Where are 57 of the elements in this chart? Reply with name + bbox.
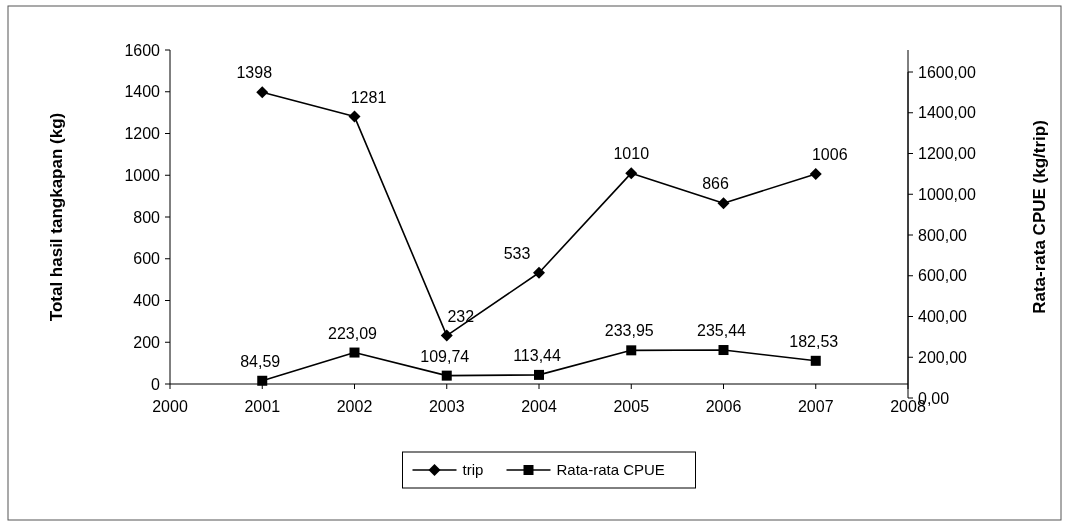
data-label: 1281: [350, 88, 387, 106]
data-label: 109,74: [420, 347, 470, 365]
y-tick-label: 1000: [124, 166, 161, 184]
point: [626, 345, 637, 356]
y-tick-label: 400: [133, 292, 161, 310]
y-tick-label: 1200: [124, 125, 161, 143]
y-tick-label: 200: [133, 333, 161, 351]
point: [810, 355, 821, 366]
y2-tick-label: 1400,00: [918, 104, 976, 122]
x-tick-label: 2005: [613, 398, 650, 415]
point: [533, 266, 545, 279]
legend-label: trip: [462, 461, 484, 479]
data-label: 182,53: [789, 332, 839, 350]
data-label: 232: [447, 307, 475, 325]
y2-tick-label: 600,00: [918, 267, 968, 285]
data-label: 223,09: [328, 324, 378, 342]
x-tick-label: 2000: [152, 398, 188, 415]
y-tick-label: 1400: [124, 83, 161, 101]
point: [440, 329, 453, 342]
point: [257, 375, 268, 386]
y-tick-label: 1600: [124, 41, 161, 59]
point: [809, 168, 822, 180]
data-label: 233,95: [604, 322, 654, 340]
y2-axis-title: Rata-rata CPUE (kg/trip): [1030, 120, 1049, 314]
data-label: 1010: [613, 145, 650, 163]
legend-label: Rata-rata CPUE: [556, 461, 665, 479]
y2-tick-label: 800,00: [918, 226, 968, 244]
data-label: 235,44: [697, 322, 747, 340]
y-axis-title: Total hasil tangkapan (kg): [47, 112, 66, 322]
data-label: 113,44: [513, 346, 561, 364]
x-tick-label: 2004: [521, 398, 557, 415]
data-label: 533: [503, 244, 531, 262]
data-label: 866: [702, 175, 729, 193]
y-tick-label: 800: [133, 208, 161, 226]
data-label: 1006: [811, 146, 848, 163]
y2-tick-label: 200,00: [918, 348, 968, 366]
data-label: 84,59: [240, 352, 281, 370]
point: [348, 110, 361, 123]
y2-tick-label: 400,00: [918, 308, 968, 326]
point: [256, 86, 269, 99]
y-tick-label: 0: [151, 375, 161, 393]
point: [534, 369, 544, 380]
point: [718, 345, 729, 356]
point: [349, 347, 360, 358]
x-tick-label: 2002: [336, 398, 373, 415]
y2-tick-label: 1200,00: [918, 145, 976, 163]
y2-tick-label: 1000,00: [918, 185, 976, 203]
point: [717, 197, 730, 210]
x-tick-label: 2006: [705, 398, 742, 415]
data-label: 1398: [236, 64, 273, 82]
y-tick-label: 600: [133, 250, 161, 268]
x-tick-label: 2007: [797, 398, 834, 415]
point: [625, 167, 638, 180]
x-tick-label: 2003: [428, 398, 465, 415]
y2-tick-label: 1600,00: [918, 63, 976, 81]
point: [441, 370, 452, 381]
x-tick-label: 2001: [244, 398, 281, 415]
